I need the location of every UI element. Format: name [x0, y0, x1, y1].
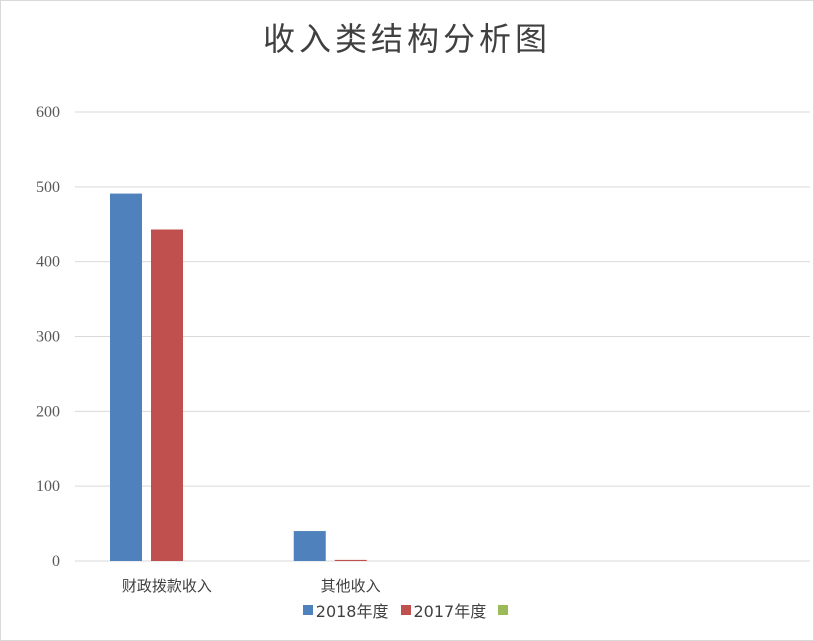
bar [151, 229, 183, 561]
y-tick-label: 100 [36, 478, 60, 495]
y-tick-label: 200 [36, 403, 60, 420]
y-tick-label: 600 [36, 104, 60, 121]
legend-item [498, 598, 511, 622]
chart-title: 收入类结构分析图 [262, 20, 551, 58]
y-tick-label: 300 [36, 329, 60, 346]
legend-swatch [400, 605, 411, 615]
legend-swatch [302, 605, 313, 615]
x-category-label: 财政拨款收入 [122, 577, 212, 595]
y-tick-label: 500 [36, 179, 60, 196]
legend: 2018年度 2017年度 [0, 598, 814, 622]
bar [293, 531, 326, 561]
legend-item: 2018年度 [302, 598, 389, 622]
bar [334, 559, 367, 561]
y-tick-label: 0 [52, 553, 60, 570]
legend-item: 2017年度 [400, 598, 487, 622]
bar [110, 193, 142, 561]
legend-label: 2018年度 [315, 602, 389, 621]
legend-swatch [498, 605, 509, 615]
x-category-label: 其他收入 [321, 577, 381, 595]
y-tick-label: 400 [36, 254, 60, 271]
legend-label: 2017年度 [413, 602, 487, 621]
